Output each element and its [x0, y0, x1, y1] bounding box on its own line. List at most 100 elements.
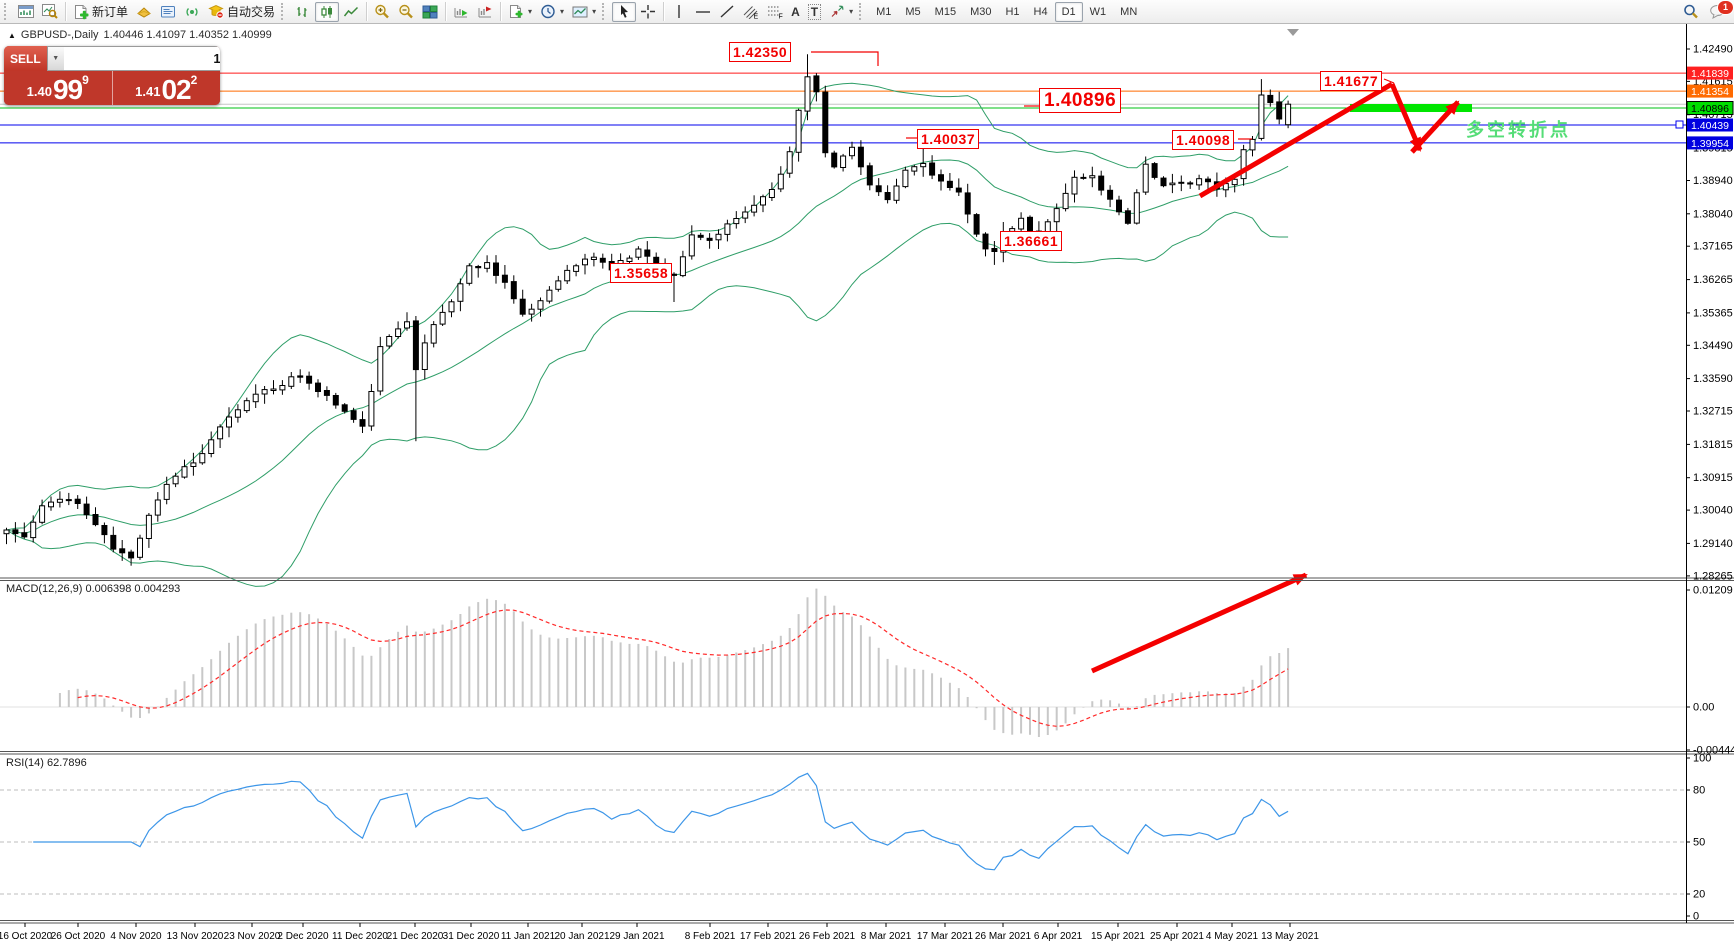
- signals-button[interactable]: [180, 2, 204, 22]
- vertical-line-button[interactable]: [667, 2, 691, 22]
- svg-text:1.39954: 1.39954: [1691, 138, 1729, 150]
- line-studies-toolbar-grip[interactable]: [602, 3, 608, 20]
- new-order-icon: [73, 4, 89, 20]
- svg-text:0.00: 0.00: [1693, 702, 1714, 714]
- profiles-button[interactable]: ▾: [536, 2, 568, 22]
- svg-text:26 Mar 2021: 26 Mar 2021: [975, 931, 1032, 942]
- auto-scroll-button[interactable]: [449, 2, 473, 22]
- svg-text:23 Nov 2020: 23 Nov 2020: [224, 931, 281, 942]
- indicators-button[interactable]: ▾: [568, 2, 600, 22]
- collapse-panel-icon[interactable]: ▲: [8, 30, 16, 40]
- buy-price[interactable]: 1.41 02 2: [111, 71, 221, 105]
- tile-windows-button[interactable]: [418, 2, 442, 22]
- timeframe-w1[interactable]: W1: [1083, 2, 1114, 22]
- crosshair-button[interactable]: [636, 2, 660, 22]
- equidistant-channel-icon: E: [743, 4, 759, 19]
- charts-toolbar-grip[interactable]: [281, 3, 287, 20]
- bull-bear-turning-point-note[interactable]: 多空转折点: [1466, 120, 1571, 140]
- sell-price-big: 99: [52, 74, 83, 105]
- price-callout-label[interactable]: 1.40037: [917, 129, 980, 149]
- timeframes-toolbar-grip[interactable]: [859, 3, 865, 20]
- svg-text:13 May 2021: 13 May 2021: [1261, 931, 1319, 942]
- sell-price-small: 1.40: [26, 84, 52, 99]
- mql5-community-button[interactable]: [132, 2, 156, 22]
- chart-shift-button[interactable]: [473, 2, 497, 22]
- vertical-line-icon: [671, 4, 687, 19]
- timeframe-m1[interactable]: M1: [869, 2, 898, 22]
- svg-text:1.33590: 1.33590: [1693, 373, 1733, 385]
- timeframe-m15[interactable]: M15: [928, 2, 963, 22]
- sell-button[interactable]: SELL: [4, 46, 47, 71]
- svg-text:1.32715: 1.32715: [1693, 406, 1733, 418]
- bar-chart-button[interactable]: [291, 2, 315, 22]
- pane-separators[interactable]: [0, 577, 1734, 924]
- chart-shift-icon: [477, 5, 493, 19]
- cursor-button[interactable]: [612, 1, 637, 22]
- signals-icon: [184, 5, 200, 19]
- line-handle: [1675, 120, 1684, 129]
- price-callout-label[interactable]: 1.40896: [1039, 88, 1122, 113]
- metaeditor-icon: [160, 5, 176, 19]
- timeframe-d1[interactable]: D1: [1054, 1, 1083, 22]
- fibonacci-button[interactable]: F: [763, 2, 787, 22]
- equidistant-channel-button[interactable]: E: [739, 2, 763, 22]
- price-callout-label[interactable]: 1.35658: [610, 263, 673, 283]
- svg-text:25 Apr 2021: 25 Apr 2021: [1150, 931, 1204, 942]
- chevron-down-icon: ▾: [528, 7, 533, 16]
- metaeditor-button[interactable]: [156, 2, 180, 22]
- svg-text:4 Nov 2020: 4 Nov 2020: [110, 931, 162, 942]
- svg-text:29 Jan 2021: 29 Jan 2021: [609, 931, 664, 942]
- price-callout-label[interactable]: 1.36661: [1000, 231, 1063, 251]
- svg-text:1.35365: 1.35365: [1693, 307, 1733, 319]
- volume-control: ▼ ▲: [46, 46, 220, 71]
- price-callout-label[interactable]: 1.41677: [1320, 71, 1383, 91]
- macd-indicator-label: MACD(12,26,9) 0.006398 0.004293: [6, 583, 181, 595]
- timeframe-h1[interactable]: H1: [998, 2, 1026, 22]
- arrows-button[interactable]: ▾: [825, 2, 857, 22]
- price-axis[interactable]: 1.424901.416151.407151.398151.389401.380…: [1686, 24, 1734, 923]
- chart-title: ▲ GBPUSD-,Daily 1.40446 1.41097 1.40352 …: [8, 29, 272, 41]
- toolbar-separator: [500, 2, 502, 21]
- zoom-in-button[interactable]: [370, 2, 394, 22]
- chart-ohlc-values: 1.40446 1.41097 1.40352 1.40999: [103, 29, 272, 41]
- volume-decrease-button[interactable]: ▼: [47, 47, 64, 70]
- timeframe-m30[interactable]: M30: [963, 2, 998, 22]
- new-order-button[interactable]: 新订单: [69, 2, 132, 22]
- text-button[interactable]: A: [787, 2, 804, 22]
- macd-pane: 0.01209 0.00 -0.004446: [0, 585, 1734, 757]
- text-label-button[interactable]: T: [804, 2, 825, 22]
- new-chart-button[interactable]: ▾: [504, 2, 536, 22]
- community-chat-button[interactable]: 1: [1709, 0, 1734, 19]
- autotrading-button[interactable]: 自动交易: [204, 2, 279, 22]
- rsi-pane: 100 80 50 20 0: [0, 753, 1711, 923]
- rsi-indicator-label: RSI(14) 62.7896: [6, 757, 87, 769]
- trendline-button[interactable]: [715, 2, 739, 22]
- timeframe-mn[interactable]: MN: [1113, 2, 1144, 22]
- candlestick-chart-button[interactable]: [315, 1, 340, 22]
- charts-window-button[interactable]: [14, 2, 38, 22]
- horizontal-line-button[interactable]: [691, 2, 715, 22]
- price-callout-label[interactable]: 1.40098: [1172, 130, 1235, 150]
- timeframe-h4[interactable]: H4: [1027, 2, 1055, 22]
- svg-text:11 Jan 2021: 11 Jan 2021: [501, 931, 556, 942]
- standard-toolbar-grip[interactable]: [4, 3, 10, 20]
- svg-text:6 Apr 2021: 6 Apr 2021: [1034, 931, 1083, 942]
- timeframe-m5[interactable]: M5: [898, 2, 927, 22]
- svg-text:0.01209: 0.01209: [1693, 585, 1733, 597]
- auto-scroll-icon: [453, 5, 469, 19]
- tick-chart-button[interactable]: [38, 2, 62, 22]
- zoom-out-button[interactable]: [394, 2, 418, 22]
- svg-text:15 Apr 2021: 15 Apr 2021: [1091, 931, 1145, 942]
- drawing-annotations[interactable]: [811, 29, 1684, 674]
- line-chart-button[interactable]: [339, 2, 363, 22]
- scroll-to-end-marker: [1287, 29, 1299, 36]
- volume-input[interactable]: [63, 47, 220, 70]
- search-button[interactable]: [1683, 4, 1699, 19]
- sell-price[interactable]: 1.40 99 9: [4, 71, 112, 105]
- svg-text:1.41354: 1.41354: [1691, 86, 1729, 98]
- price-callout-label[interactable]: 1.42350: [729, 42, 792, 62]
- svg-text:2 Dec 2020: 2 Dec 2020: [277, 931, 329, 942]
